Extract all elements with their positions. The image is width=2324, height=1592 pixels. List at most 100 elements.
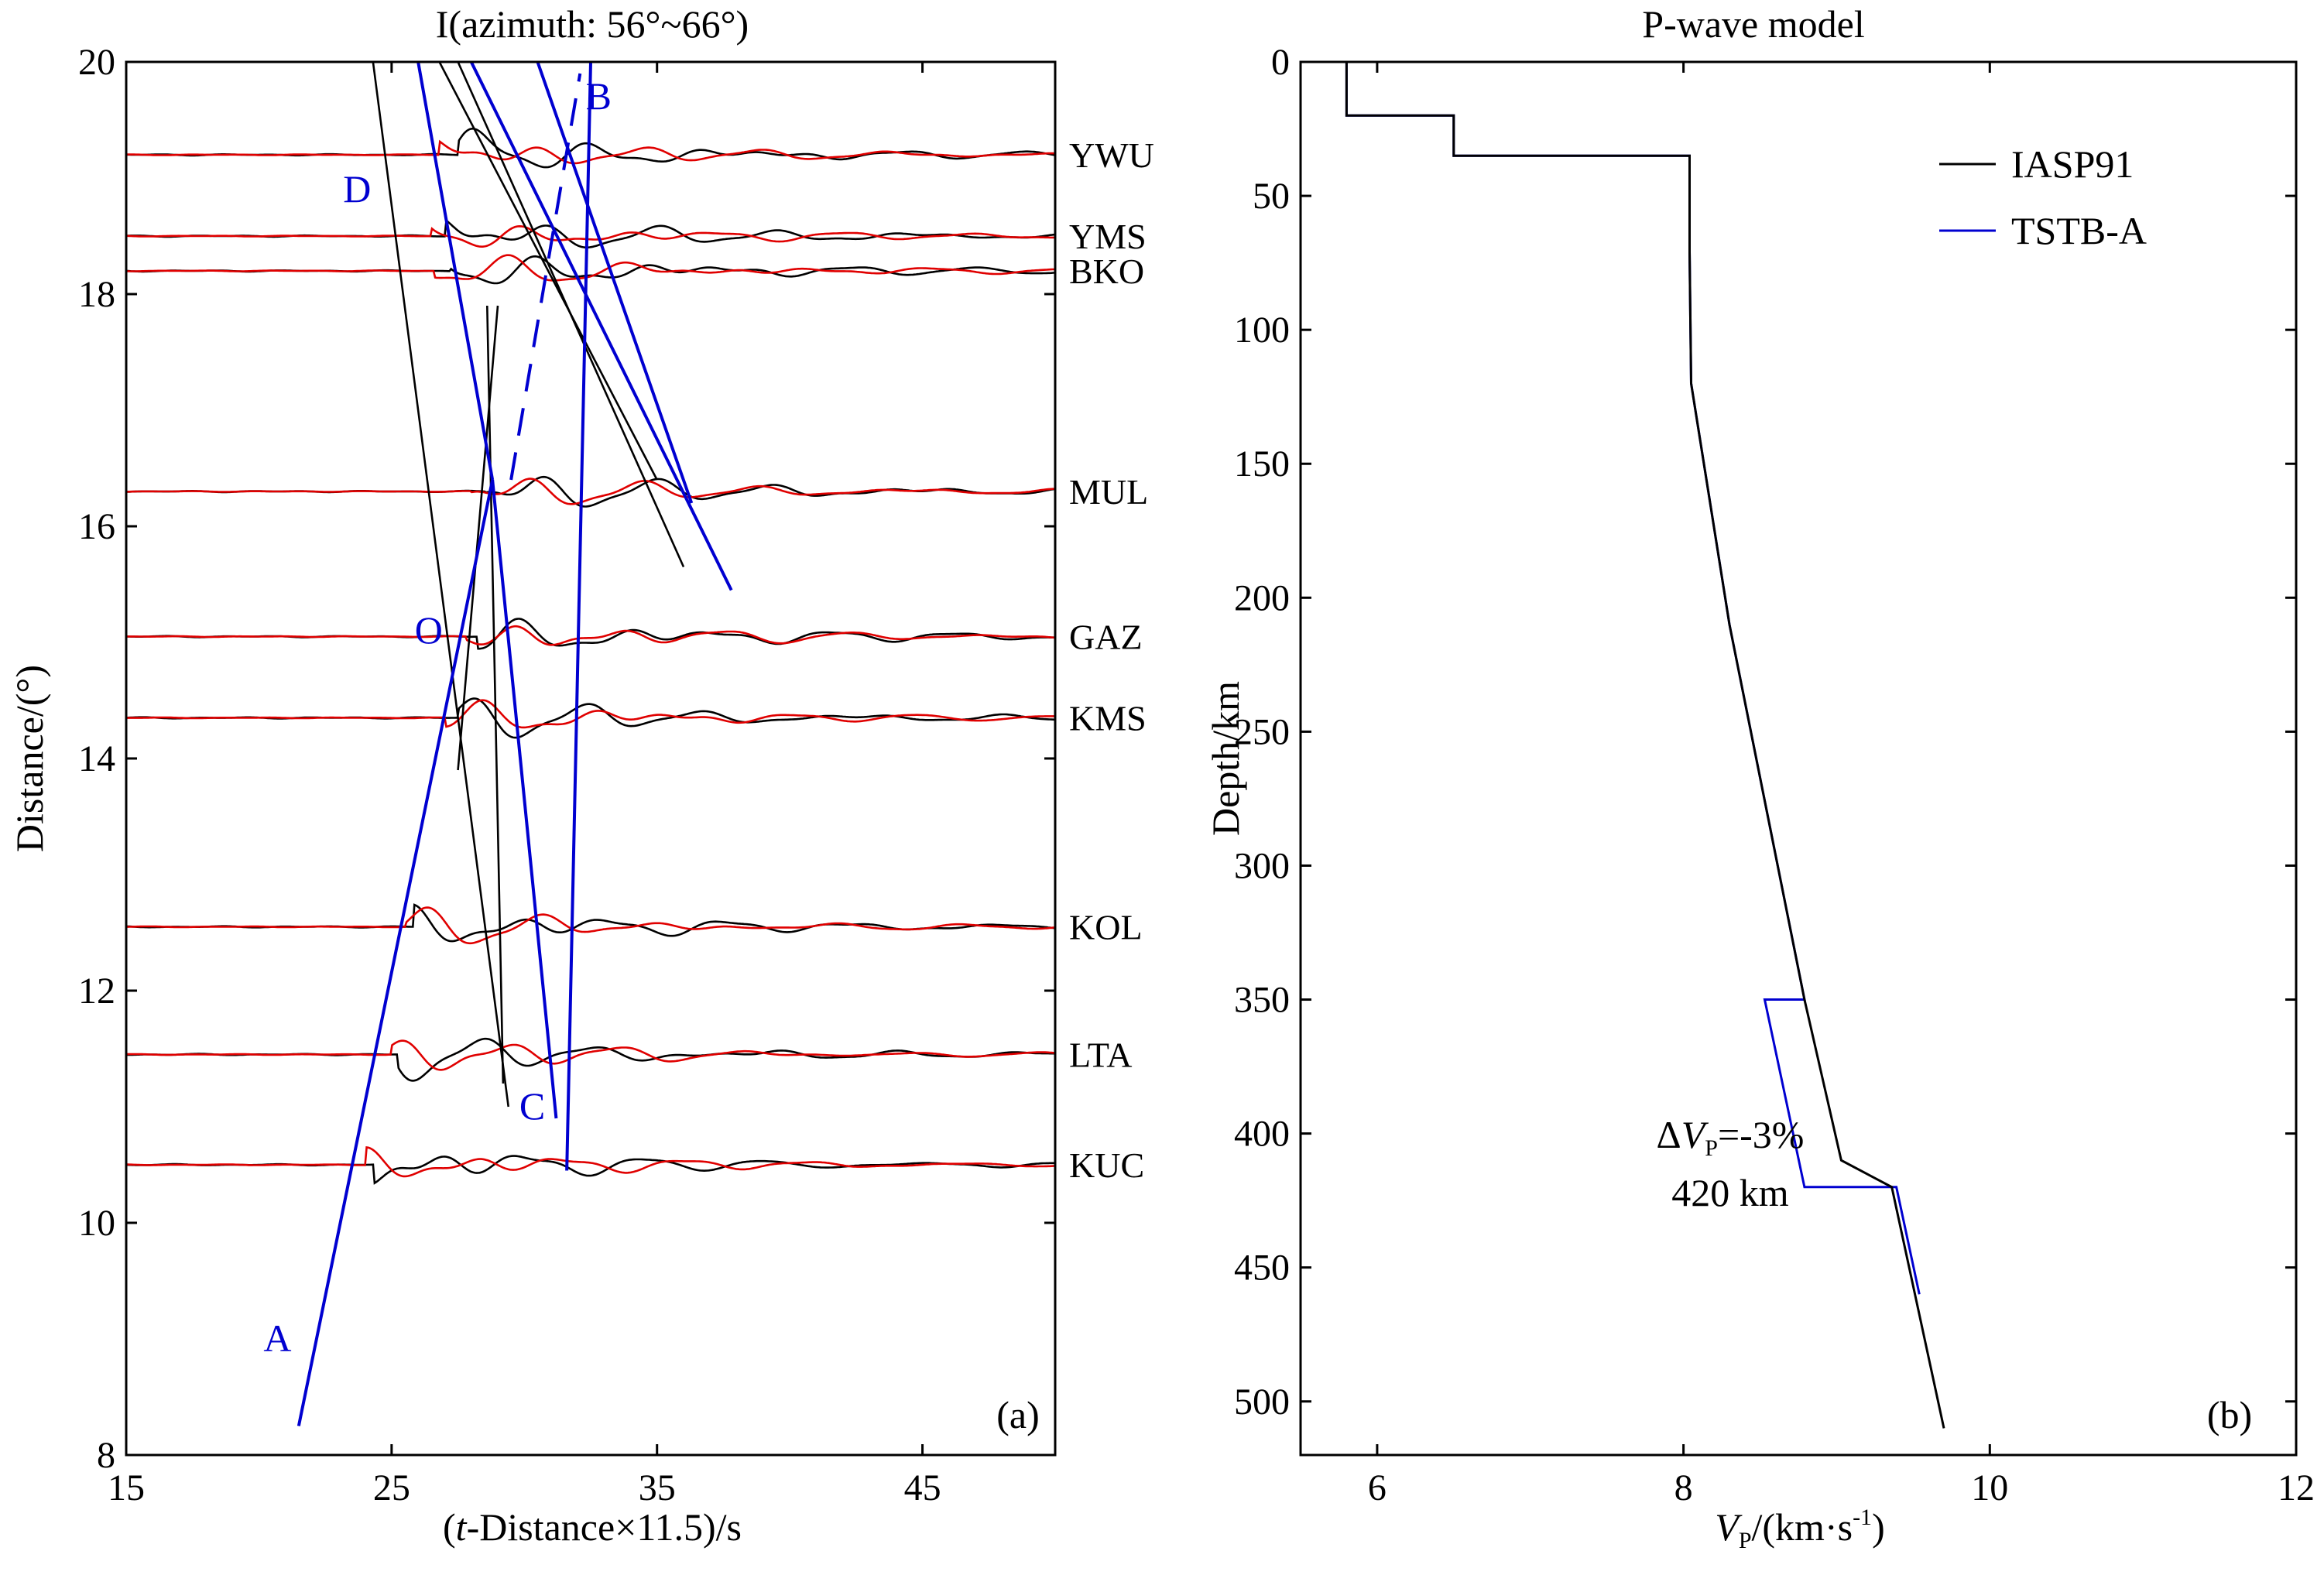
x-tick-label: 12 <box>2278 1467 2315 1508</box>
xlabel-part: ( <box>443 1505 456 1549</box>
station-label: MUL <box>1069 472 1148 512</box>
legend-label-tstb-a: TSTB-A <box>2011 209 2147 252</box>
phase-marker-label: O <box>415 608 443 652</box>
synthetic-waveform <box>125 625 1055 646</box>
traveltime-curve-tstb-a <box>491 479 558 1119</box>
observed-waveform <box>126 1155 1055 1185</box>
phase-marker-label: B <box>586 74 612 118</box>
y-tick-label: 250 <box>1234 711 1290 752</box>
y-tick-label: 18 <box>78 274 115 315</box>
legend-label-iasp91: IASP91 <box>2011 142 2134 186</box>
synthetic-waveform <box>125 1146 1055 1178</box>
x-tick-label: 35 <box>639 1467 676 1508</box>
panel-a-xlabel: (t-Distance×11.5)/s <box>443 1505 742 1549</box>
x-tick-label: 25 <box>373 1467 410 1508</box>
station-label: YWU <box>1069 135 1154 175</box>
y-tick-label: 350 <box>1234 980 1290 1021</box>
y-tick-label: 20 <box>78 42 115 83</box>
traveltime-curve-iasp91 <box>372 61 510 1108</box>
traveltime-curve-tstb-a <box>536 61 694 504</box>
phase-marker-label: C <box>519 1084 545 1128</box>
panel-a-ticks: 15 25 35 45 8 10 12 14 16 18 20 <box>78 42 1055 1508</box>
synthetic-waveform <box>126 699 1055 729</box>
annotation-part: =-3% <box>1718 1113 1805 1156</box>
y-tick-label: 300 <box>1234 845 1290 886</box>
synthetic-waveform <box>126 224 1055 248</box>
panel-b-frame <box>1299 60 2298 1457</box>
xlabel-part: P <box>1739 1528 1752 1553</box>
y-tick-label: 12 <box>78 971 115 1012</box>
velocity-anomaly-annotation: ΔVP=-3% <box>1657 1113 1805 1161</box>
panel-b-xlabel: VP/(km·s-1) <box>1715 1505 1884 1553</box>
station-label: KOL <box>1069 908 1143 947</box>
series-tstb-a <box>1345 62 1921 1295</box>
xlabel-part: ) <box>1872 1505 1885 1549</box>
traveltime-curve-tstb-a <box>296 479 495 1426</box>
y-tick-label: 200 <box>1234 577 1290 618</box>
phase-marker-label: D <box>343 167 371 211</box>
observed-waveform <box>126 218 1055 249</box>
traveltime-curve-tstb-a <box>509 73 582 481</box>
xlabel-part: -Distance×11.5)/s <box>467 1505 742 1549</box>
panel-a: I(azimuth: 56°~66°) 15 25 35 45 8 10 12 14 16 18 2… <box>8 2 1154 1549</box>
synthetic-waveform <box>126 139 1055 165</box>
traveltime-curve-tstb-a <box>469 61 733 591</box>
x-tick-label: 10 <box>1971 1467 2008 1508</box>
seismogram-traces <box>125 128 1055 1185</box>
series-iasp91 <box>1345 62 1945 1429</box>
y-tick-label: 10 <box>78 1203 115 1244</box>
y-tick-label: 150 <box>1234 443 1290 484</box>
synthetic-waveform <box>126 906 1055 945</box>
x-tick-label: 6 <box>1368 1467 1387 1508</box>
panel-b-ticks: 6 8 10 12 0 50 100 150 200 250 300 350 400 450 500 <box>1234 42 2315 1508</box>
y-tick-label: 50 <box>1253 176 1290 217</box>
traveltime-curve-tstb-a <box>416 61 495 481</box>
station-label: KMS <box>1069 699 1147 738</box>
panel-b-ylabel: Depth/km <box>1204 681 1247 836</box>
synthetic-waveform <box>126 1039 1055 1071</box>
xlabel-part: V <box>1715 1505 1743 1549</box>
traveltime-curve-tstb-a <box>565 61 592 1171</box>
observed-waveform <box>125 903 1055 943</box>
y-tick-label: 14 <box>78 738 115 779</box>
y-tick-label: 500 <box>1234 1381 1290 1423</box>
panel-b-label: (b) <box>2207 1393 2252 1436</box>
panel-b: P-wave model 6 8 10 12 0 50 100 150 200 250 300 350… <box>1204 2 2315 1553</box>
y-tick-label: 100 <box>1234 310 1290 351</box>
x-tick-label: 8 <box>1674 1467 1693 1508</box>
phase-markers: A B C D O <box>263 74 612 1360</box>
panel-b-title: P-wave model <box>1642 2 1864 46</box>
station-label: LTA <box>1069 1036 1133 1075</box>
xlabel-part: t <box>456 1505 468 1549</box>
traveltime-curve-iasp91 <box>438 61 658 481</box>
y-tick-label: 400 <box>1234 1114 1290 1155</box>
observed-waveform <box>126 618 1055 650</box>
traveltime-curve-iasp91 <box>485 305 505 1084</box>
panel-a-title: I(azimuth: 56°~66°) <box>436 2 749 46</box>
station-label: YMS <box>1069 217 1147 256</box>
synthetic-waveform <box>126 254 1055 282</box>
panel-a-ylabel: Distance/(°) <box>8 665 51 852</box>
depth-annotation: 420 km <box>1671 1171 1789 1214</box>
panel-a-label: (a) <box>996 1393 1040 1436</box>
y-tick-label: 450 <box>1234 1248 1290 1289</box>
traveltime-curve-iasp91 <box>457 305 499 771</box>
annotation-part: P <box>1705 1135 1718 1161</box>
observed-waveform <box>126 1037 1055 1082</box>
travel-time-curves <box>296 61 733 1426</box>
y-tick-label: 8 <box>97 1435 115 1476</box>
annotation-part: Δ <box>1657 1113 1681 1156</box>
x-tick-label: 45 <box>904 1467 941 1508</box>
xlabel-part: -1 <box>1853 1505 1872 1530</box>
y-tick-label: 16 <box>78 506 115 547</box>
velocity-profiles <box>1345 62 1945 1429</box>
y-tick-label: 0 <box>1271 42 1290 83</box>
station-label: BKO <box>1069 252 1144 291</box>
phase-marker-label: A <box>263 1316 291 1360</box>
station-label: KUC <box>1069 1145 1144 1185</box>
annotation-part: V <box>1681 1113 1709 1156</box>
station-label: GAZ <box>1069 618 1143 657</box>
xlabel-part: /(km·s <box>1752 1505 1853 1549</box>
